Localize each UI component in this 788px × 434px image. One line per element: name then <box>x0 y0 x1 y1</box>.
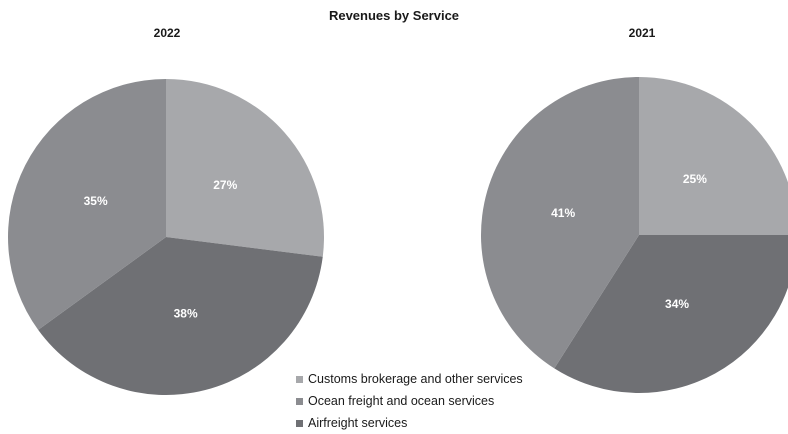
legend-item-customs: Customs brokerage and other services <box>296 368 523 390</box>
pie-2021-slice-2 <box>481 77 639 369</box>
pie-2021-label-2: 41% <box>551 206 575 220</box>
pie-2021-slice-1 <box>554 235 788 393</box>
pie-2021-label-0: 25% <box>683 172 707 186</box>
pie-2022-label-1: 38% <box>174 307 198 321</box>
chart-title: Revenues by Service <box>328 8 460 23</box>
pie-title-2022: 2022 <box>153 26 181 40</box>
legend-item-airfreight: Airfreight services <box>296 412 523 434</box>
legend-swatch-ocean <box>296 397 303 405</box>
legend-swatch-customs <box>296 375 303 383</box>
legend-label-airfreight: Airfreight services <box>308 416 408 430</box>
legend-swatch-airfreight <box>296 419 303 427</box>
pie-2022-slice-2 <box>8 79 167 330</box>
legend-label-customs: Customs brokerage and other services <box>308 372 523 386</box>
legend-label-ocean: Ocean freight and ocean services <box>308 394 495 408</box>
pie-2022-label-0: 27% <box>213 178 237 192</box>
pie-title-2021: 2021 <box>628 26 656 40</box>
pie-2022-label-2: 35% <box>84 194 108 208</box>
pie-2021-label-1: 34% <box>665 297 689 311</box>
pie-2021-slice-0 <box>639 77 788 235</box>
legend-item-ocean: Ocean freight and ocean services <box>296 390 523 412</box>
pie-2022-slice-1 <box>38 237 323 396</box>
legend: Customs brokerage and other services Oce… <box>296 368 523 434</box>
pie-2022-slice-0 <box>166 79 324 257</box>
